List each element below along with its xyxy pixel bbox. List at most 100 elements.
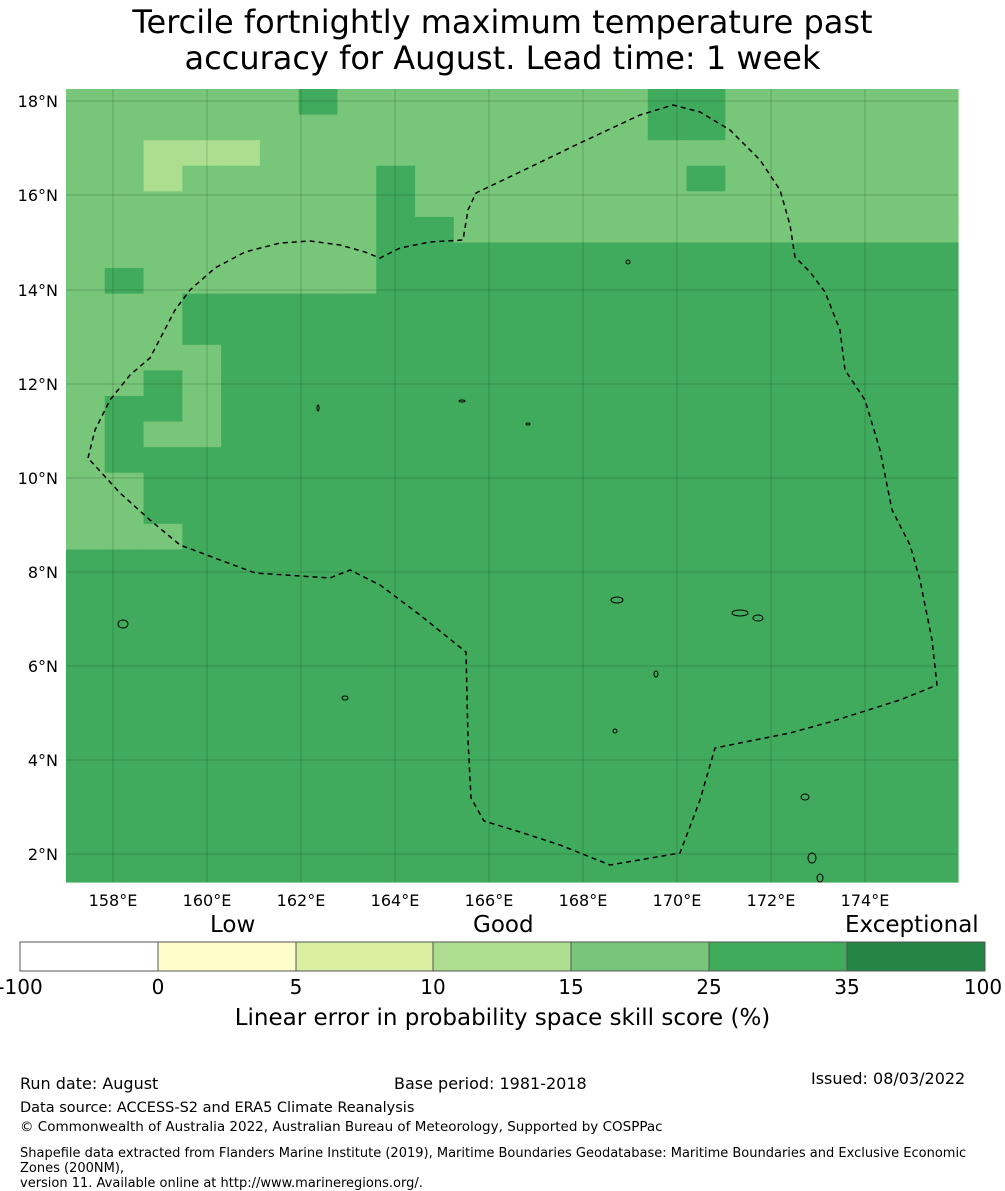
grid-cell [221,395,261,423]
grid-cell [298,447,339,474]
grid-cell [259,702,300,730]
grid-cell [182,140,222,167]
grid-cell [298,702,339,730]
grid-cell [531,268,571,295]
grid-cell [608,856,649,883]
grid-cell [259,191,300,218]
grid-cell [337,754,377,781]
island [807,852,817,864]
grid-cell [182,395,222,423]
grid-cell [104,268,145,295]
grid-cell [66,319,106,346]
grid-cell [492,344,532,371]
grid-cell [880,395,920,423]
grid-cell [259,549,300,576]
grid-cell [453,447,494,474]
grid-cell [337,472,377,499]
grid-cell [919,523,959,551]
grid-cell [104,293,145,320]
grid-cell [415,319,455,346]
grid-cell [802,319,843,346]
grid-cell [725,856,765,883]
grid-cell [570,498,610,525]
grid-cell [880,191,920,218]
grid-cell [221,600,261,627]
grid-cell [686,114,726,141]
grid-cell [143,702,183,730]
latitude-label: 10°N [18,469,58,488]
latitude-label: 16°N [18,186,58,205]
grid-cell [880,447,920,474]
grid-cell [841,140,882,167]
map-title: Tercile fortnightly maximum temperature … [0,4,1005,76]
grid-cell [182,216,222,244]
grid-cell [221,830,261,858]
grid-cell [337,89,377,116]
grid-cell [531,805,571,832]
grid-cell [492,370,532,397]
grid-cell [259,575,300,602]
grid-cell [608,114,649,141]
grid-cell [608,651,649,678]
grid-cell [143,216,183,244]
grid-cell [66,268,106,295]
grid-cell [841,216,882,244]
grid-cell [725,268,765,295]
grid-cell [608,498,649,525]
colorbar-tick: 0 [151,975,165,999]
grid-cell [182,498,222,525]
base-period: Base period: 1981-2018 [394,1074,587,1093]
grid-cell [259,600,300,627]
colorbar-tick: 10 [420,975,446,999]
grid-cell [531,165,571,192]
grid-cell [453,472,494,499]
grid-cell [143,754,183,781]
grid-cell [453,89,494,116]
grid-cell [415,651,455,678]
grid-cell [415,549,455,576]
grid-cell [919,447,959,474]
grid-cell [764,319,804,346]
grid-cell [453,293,494,320]
grid-cell [104,754,145,781]
grid-cell [259,395,300,423]
grid-cell [376,600,416,627]
grid-cell [686,395,726,423]
grid-cell [453,268,494,295]
grid-cell [453,140,494,167]
grid-cell [841,319,882,346]
grid-cell [531,498,571,525]
grid-cell [608,702,649,730]
grid-cell [66,242,106,269]
grid-cell [104,523,145,551]
colorbar-segment [295,941,434,972]
grid-cell [104,779,145,806]
grid-cell [880,421,920,448]
colorbar-tick: 35 [834,975,860,999]
grid-cell [647,216,688,244]
grid-cell [570,344,610,371]
grid-cell [337,447,377,474]
grid-cell [570,89,610,116]
colorbar-tick: 15 [558,975,584,999]
grid-cell [376,293,416,320]
grid-cell [376,344,416,371]
grid-cell [608,421,649,448]
grid-cell [104,191,145,218]
grid-cell [880,677,920,704]
grid-cell [376,805,416,832]
grid-cell [182,600,222,627]
grid-cell [143,830,183,858]
grid-cell [337,395,377,423]
grid-cell [531,344,571,371]
grid-cell [531,216,571,244]
grid-cell [686,702,726,730]
shapefile-credit: Shapefile data extracted from Flanders M… [20,1146,1005,1191]
grid-cell [919,114,959,141]
grid-cell [104,677,145,704]
grid-cell [570,523,610,551]
grid-cell [880,728,920,755]
grid-cell [686,830,726,858]
grid-cell [221,293,261,320]
